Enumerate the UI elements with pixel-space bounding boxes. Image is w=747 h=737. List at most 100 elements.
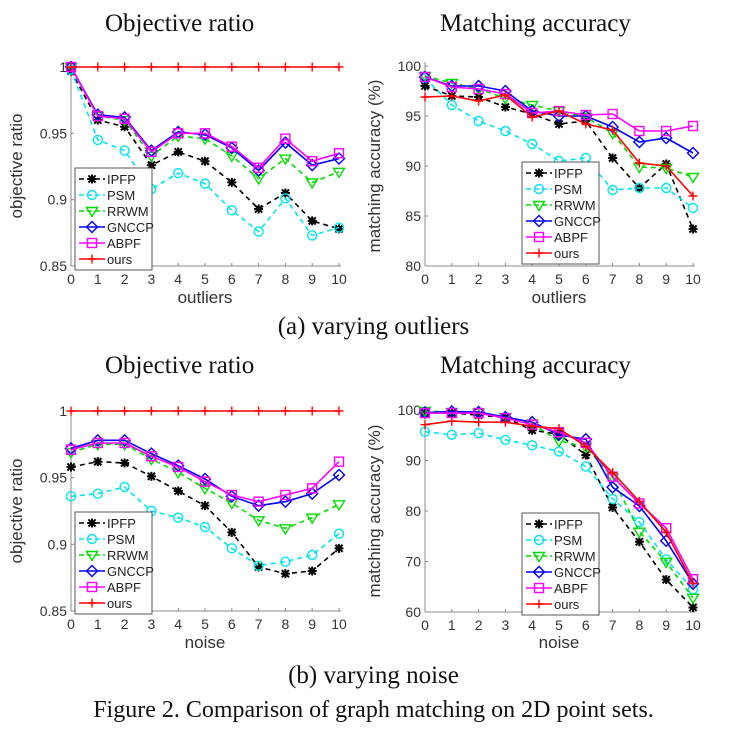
data-point-abpf bbox=[119, 437, 130, 449]
data-point-rrwm bbox=[332, 500, 346, 512]
data-point-ours bbox=[173, 406, 183, 416]
y-tick-label: 0.9 bbox=[48, 536, 68, 552]
x-tick-label: 2 bbox=[475, 271, 483, 287]
data-point-ipfp bbox=[688, 224, 698, 234]
x-tick-label: 6 bbox=[582, 617, 590, 633]
data-point-ours bbox=[554, 106, 564, 116]
data-point-ours bbox=[307, 62, 317, 72]
data-point-abpf bbox=[280, 133, 291, 144]
data-point-ours bbox=[146, 62, 156, 72]
legend-marker bbox=[85, 206, 99, 218]
legend-label: ours bbox=[554, 246, 580, 261]
legend-marker bbox=[532, 565, 546, 579]
data-point-gnccp bbox=[225, 489, 239, 503]
y-tick-label: 0.85 bbox=[40, 258, 67, 274]
legend-label: ours bbox=[554, 597, 580, 612]
legend-label: PSM bbox=[554, 182, 582, 197]
data-point-rrwm bbox=[278, 524, 293, 536]
data-point-ours bbox=[227, 406, 237, 416]
legend-marker bbox=[87, 598, 97, 608]
data-point-psm bbox=[607, 493, 618, 505]
legend-marker bbox=[533, 534, 545, 546]
data-point-ours bbox=[634, 158, 644, 168]
data-point-psm bbox=[199, 521, 211, 533]
x-tick-label: 8 bbox=[636, 271, 644, 287]
data-point-ours bbox=[661, 161, 671, 171]
data-point-psm bbox=[333, 222, 345, 233]
data-point-psm bbox=[92, 488, 104, 499]
data-point-ours bbox=[66, 62, 76, 72]
data-point-ipfp bbox=[608, 502, 618, 512]
data-point-ours bbox=[688, 578, 698, 588]
y-tick-label: 80 bbox=[405, 258, 421, 274]
data-point-ours bbox=[474, 417, 484, 427]
legend-label: GNCCP bbox=[554, 214, 601, 229]
x-tick-label: 5 bbox=[555, 617, 563, 633]
data-point-ipfp bbox=[254, 562, 264, 572]
data-point-ours bbox=[93, 62, 103, 72]
x-tick-label: 10 bbox=[331, 271, 347, 287]
legend-item-ipfp: IPFP bbox=[526, 166, 583, 181]
x-tick-label: 1 bbox=[94, 271, 102, 287]
y-tick-label: 95 bbox=[405, 108, 421, 124]
data-point-abpf bbox=[473, 407, 484, 419]
data-point-gnccp bbox=[64, 60, 78, 74]
legend-item-psm: PSM bbox=[79, 188, 135, 203]
data-point-ours bbox=[554, 424, 564, 434]
data-point-abpf bbox=[307, 155, 318, 167]
data-point-psm bbox=[580, 461, 591, 472]
x-tick-label: 1 bbox=[448, 617, 456, 633]
legend-marker bbox=[85, 550, 99, 562]
y-tick-label: 90 bbox=[405, 158, 421, 174]
legend-label: ABPF bbox=[554, 230, 588, 245]
legend-marker bbox=[87, 254, 97, 264]
y-tick-label: 0.9 bbox=[48, 192, 68, 208]
x-tick-label: 6 bbox=[228, 616, 236, 632]
data-point-rrwm bbox=[171, 468, 185, 480]
data-point-ours bbox=[581, 441, 591, 451]
data-point-gnccp bbox=[418, 70, 432, 84]
x-tick-label: 4 bbox=[528, 271, 536, 287]
data-point-abpf bbox=[687, 120, 699, 132]
legend-item-psm: PSM bbox=[526, 533, 582, 548]
data-point-psm bbox=[280, 193, 291, 204]
data-point-ipfp bbox=[280, 188, 290, 198]
data-point-abpf bbox=[92, 437, 104, 449]
series-line-rrwm bbox=[70, 443, 340, 530]
x-tick-label: 2 bbox=[121, 616, 129, 632]
x-axis-label: outliers bbox=[178, 288, 233, 307]
data-point-ipfp bbox=[66, 462, 76, 472]
legend-label: ABPF bbox=[107, 580, 141, 595]
data-point-ipfp bbox=[474, 410, 484, 420]
x-tick-label: 9 bbox=[662, 617, 670, 633]
legend-label: RRWM bbox=[554, 198, 596, 213]
legend-item-rrwm: RRWM bbox=[526, 549, 596, 564]
data-point-ipfp bbox=[608, 153, 618, 163]
legend-box bbox=[521, 161, 600, 265]
data-point-ours bbox=[280, 406, 290, 416]
data-point-psm bbox=[119, 145, 130, 156]
x-tick-label: 3 bbox=[502, 271, 510, 287]
data-point-ipfp bbox=[254, 204, 264, 214]
data-point-ipfp bbox=[500, 102, 510, 112]
legend-item-gnccp: GNCCP bbox=[79, 564, 154, 579]
data-point-abpf bbox=[661, 125, 672, 137]
legend-marker bbox=[534, 248, 544, 258]
legend-marker bbox=[534, 599, 544, 609]
data-point-abpf bbox=[419, 407, 431, 419]
series-line-ipfp bbox=[70, 70, 340, 230]
data-point-gnccp bbox=[686, 146, 700, 160]
data-point-ours bbox=[254, 406, 264, 416]
data-point-abpf bbox=[92, 110, 104, 122]
data-point-ipfp bbox=[200, 501, 210, 511]
data-point-rrwm bbox=[332, 167, 346, 179]
data-point-psm bbox=[500, 125, 511, 137]
data-point-ipfp bbox=[146, 471, 156, 481]
x-tick-label: 7 bbox=[255, 616, 263, 632]
legend-label: RRWM bbox=[554, 549, 596, 564]
x-tick-label: 9 bbox=[662, 271, 670, 287]
y-axis-label: matching accuracy (%) bbox=[365, 425, 384, 598]
data-point-ipfp bbox=[120, 458, 130, 468]
data-point-rrwm bbox=[64, 448, 78, 460]
data-point-psm bbox=[473, 428, 484, 439]
